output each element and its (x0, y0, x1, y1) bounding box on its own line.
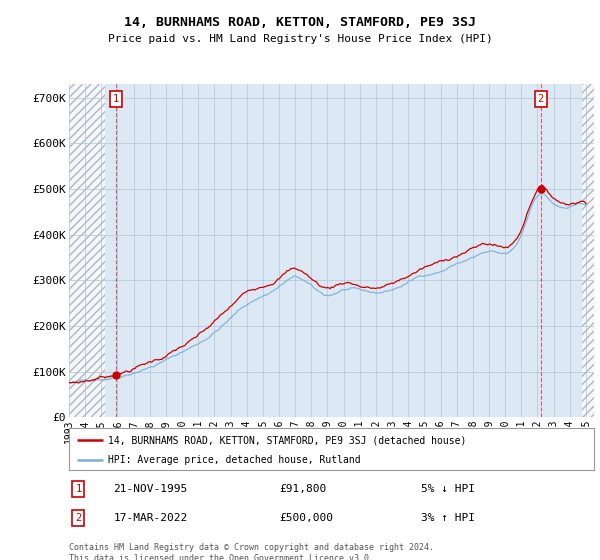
Text: 3% ↑ HPI: 3% ↑ HPI (421, 514, 475, 524)
Text: 2: 2 (538, 94, 544, 104)
Text: 14, BURNHAMS ROAD, KETTON, STAMFORD, PE9 3SJ (detached house): 14, BURNHAMS ROAD, KETTON, STAMFORD, PE9… (109, 435, 467, 445)
Text: Contains HM Land Registry data © Crown copyright and database right 2024.
This d: Contains HM Land Registry data © Crown c… (69, 543, 434, 560)
Text: 2: 2 (76, 514, 82, 524)
Text: HPI: Average price, detached house, Rutland: HPI: Average price, detached house, Rutl… (109, 455, 361, 465)
Text: 17-MAR-2022: 17-MAR-2022 (113, 514, 188, 524)
Bar (582, 84, 594, 417)
Text: £91,800: £91,800 (279, 484, 326, 494)
Bar (69, 84, 106, 417)
Text: 21-NOV-1995: 21-NOV-1995 (113, 484, 188, 494)
Text: Price paid vs. HM Land Registry's House Price Index (HPI): Price paid vs. HM Land Registry's House … (107, 34, 493, 44)
Text: 1: 1 (113, 94, 119, 104)
Text: 14, BURNHAMS ROAD, KETTON, STAMFORD, PE9 3SJ: 14, BURNHAMS ROAD, KETTON, STAMFORD, PE9… (124, 16, 476, 29)
Text: £500,000: £500,000 (279, 514, 333, 524)
Text: 5% ↓ HPI: 5% ↓ HPI (421, 484, 475, 494)
Text: 1: 1 (76, 484, 82, 494)
